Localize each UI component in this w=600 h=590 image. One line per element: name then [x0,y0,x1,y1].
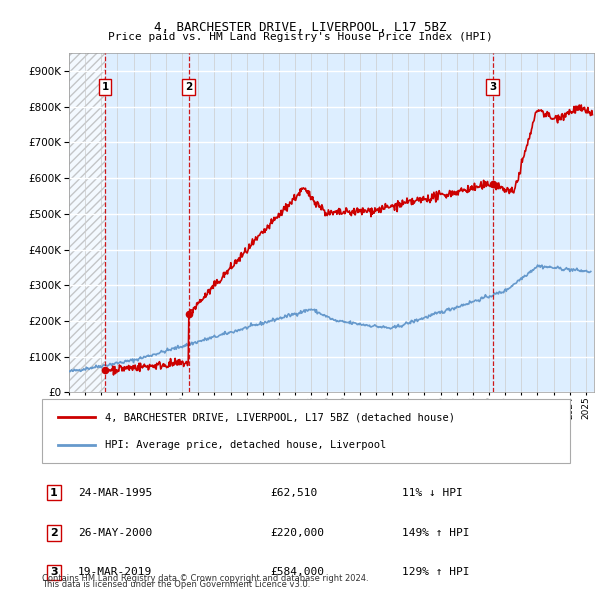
Text: HPI: Average price, detached house, Liverpool: HPI: Average price, detached house, Live… [106,440,386,450]
Text: 2: 2 [185,82,192,92]
Text: 11% ↓ HPI: 11% ↓ HPI [402,488,463,497]
Text: 24-MAR-1995: 24-MAR-1995 [78,488,152,497]
Text: Contains HM Land Registry data © Crown copyright and database right 2024.: Contains HM Land Registry data © Crown c… [42,574,368,583]
Text: Price paid vs. HM Land Registry's House Price Index (HPI): Price paid vs. HM Land Registry's House … [107,32,493,42]
Text: 4, BARCHESTER DRIVE, LIVERPOOL, L17 5BZ: 4, BARCHESTER DRIVE, LIVERPOOL, L17 5BZ [154,21,446,34]
Text: 129% ↑ HPI: 129% ↑ HPI [402,568,470,577]
Bar [69,53,105,392]
Text: 4, BARCHESTER DRIVE, LIVERPOOL, L17 5BZ (detached house): 4, BARCHESTER DRIVE, LIVERPOOL, L17 5BZ … [106,412,455,422]
Text: 3: 3 [489,82,496,92]
Text: 26-MAY-2000: 26-MAY-2000 [78,528,152,537]
Text: 2: 2 [50,528,58,537]
Text: £220,000: £220,000 [270,528,324,537]
Text: 1: 1 [101,82,109,92]
Text: 19-MAR-2019: 19-MAR-2019 [78,568,152,577]
Text: 1: 1 [50,488,58,497]
Text: £62,510: £62,510 [270,488,317,497]
Text: This data is licensed under the Open Government Licence v3.0.: This data is licensed under the Open Gov… [42,580,310,589]
FancyBboxPatch shape [42,399,570,463]
Text: 3: 3 [50,568,58,577]
Text: 149% ↑ HPI: 149% ↑ HPI [402,528,470,537]
Text: £584,000: £584,000 [270,568,324,577]
